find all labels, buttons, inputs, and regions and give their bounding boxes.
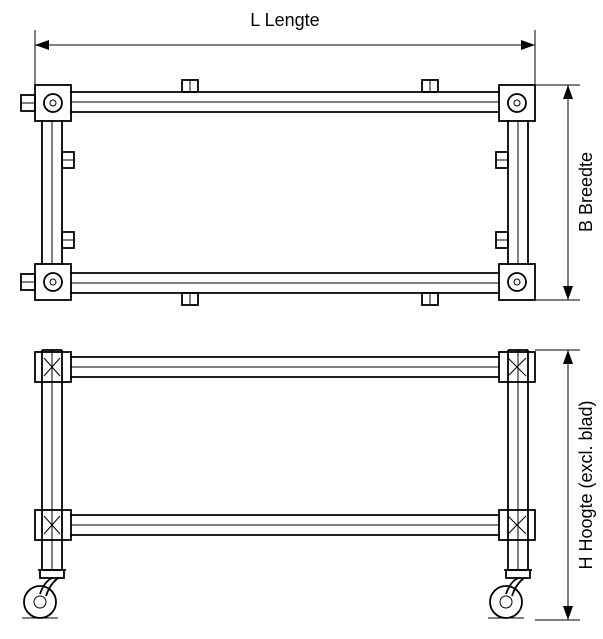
bracket-top-1: [182, 80, 198, 92]
side-corner-br: [499, 510, 535, 540]
bracket-left-2: [62, 232, 74, 248]
left-rail: [42, 120, 62, 265]
bracket-top-2: [422, 80, 438, 92]
top-rail: [70, 92, 500, 112]
height-label: H Hoogte (excl. blad): [576, 400, 596, 569]
side-view: [22, 350, 535, 618]
dimension-height: H Hoogte (excl. blad): [535, 350, 596, 620]
caster-left: [24, 570, 64, 618]
side-lower-rail: [70, 515, 500, 535]
corner-top-left: [21, 85, 71, 121]
side-top-rail: [70, 357, 500, 377]
bracket-right-2: [496, 232, 508, 248]
caster-right: [490, 570, 530, 618]
bracket-bottom-2: [422, 293, 438, 305]
bracket-bottom-1: [182, 293, 198, 305]
side-corner-tr: [499, 352, 535, 382]
corner-top-right: [499, 85, 535, 121]
corner-bottom-right: [499, 264, 535, 300]
corner-bottom-left: [21, 264, 71, 300]
dimension-length: L Lengte: [35, 10, 535, 85]
bracket-right-1: [496, 152, 508, 168]
right-rail: [508, 120, 528, 265]
technical-drawing: L Lengte B Breedte H Hoogte (excl. blad): [0, 0, 603, 639]
top-view: [21, 80, 535, 305]
dimension-width: B Breedte: [535, 85, 596, 300]
side-left-post: [42, 350, 62, 570]
side-corner-bl: [35, 510, 71, 540]
width-label: B Breedte: [576, 152, 596, 232]
bottom-rail: [70, 273, 500, 293]
side-corner-tl: [35, 352, 71, 382]
bracket-left-1: [62, 152, 74, 168]
side-right-post: [508, 350, 528, 570]
length-label: L Lengte: [250, 10, 319, 30]
